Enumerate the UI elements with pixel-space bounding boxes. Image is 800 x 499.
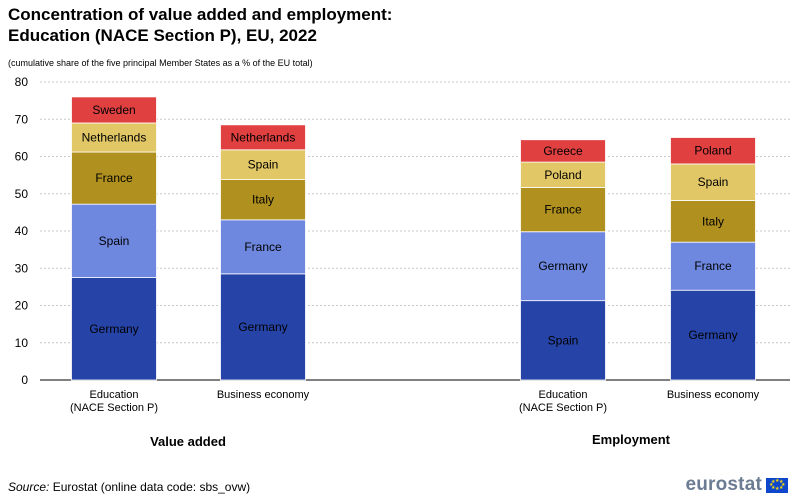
y-tick-label: 30 [15,261,29,275]
x-tick-label: Business economy [667,389,760,401]
bar-segment-spain [71,203,157,278]
y-tick-label: 70 [15,112,29,126]
bar-segment-germany [520,231,606,302]
bar-segment-label: Poland [544,168,581,182]
bar-segment-france [670,241,756,291]
eurostat-logo-text: eurostat [685,474,762,495]
bar-segment-label: Spain [548,333,579,347]
bar-segment-france [71,151,157,205]
bar-segment-spain [670,163,756,201]
bar-segment-label: Sweden [92,103,135,117]
bar-segment-label: Germany [238,320,287,334]
chart-title-line-2: Education (NACE Section P), EU, 2022 [8,26,317,45]
eu-flag-icon: ★ ★ ★ ★ ★ ★ ★ ★ [766,477,788,493]
x-tick-label: Business economy [217,389,310,401]
bar-segment-spain [520,300,606,381]
y-tick-label: 60 [15,150,29,164]
x-tick-label: Education [90,389,139,401]
bar-segment-poland [670,137,756,165]
bar-segment-label: Netherlands [82,131,147,145]
bar-segment-spain [220,149,306,180]
stacked-bar-chart: 0 10 20 30 40 50 60 70 80 Germany Spain France Nethe… [15,75,790,414]
y-tick-label: 0 [21,373,28,387]
y-tick-label: 50 [15,187,29,201]
x-tick-label: (NACE Section P) [519,402,607,414]
bar-segment-germany [670,289,756,381]
bar-segment-france [520,187,606,233]
bar-segment-label: France [694,259,732,273]
source-text: Eurostat (online data code: sbs_ovw) [49,480,251,494]
y-tick-label: 20 [15,299,29,313]
bar-segment-label: France [244,240,282,254]
bar-segment-germany [220,273,306,381]
group-label-value-added: Value added [150,434,226,449]
bar-segment-label: Poland [694,144,731,158]
bar-segment-sweden [71,96,157,124]
source-note: Source: Eurostat (online data code: sbs_… [8,480,250,494]
bar-segment-label: France [544,203,582,217]
y-tick-label: 10 [15,336,29,350]
bar-segment-label: Spain [248,158,279,172]
bar-segment-label: Italy [702,214,724,228]
bar-segment-label: Spain [99,234,130,248]
bar-segment-netherlands [220,124,306,151]
bar-segment-label: France [95,171,133,185]
source-label: Source: [8,480,50,494]
chart-title-line-1: Concentration of value added and employm… [8,5,393,24]
bar-segment-netherlands [71,122,157,153]
bar-segment-italy [220,179,306,221]
chart-subtitle: (cumulative share of the five principal … [8,58,313,68]
chart-title: Concentration of value added and employm… [8,4,392,46]
y-tick-label: 40 [15,224,29,238]
y-tick-label: 80 [15,75,29,89]
bar-segment-label: Italy [252,193,274,207]
bar-segment-label: Greece [543,144,583,158]
bar-segment-italy [670,200,756,243]
bar-segment-france [220,219,306,275]
bar-segment-label: Netherlands [231,130,296,144]
bar-segment-greece [520,139,606,163]
eurostat-logo: eurostat ★ ★ ★ ★ ★ ★ ★ ★ [685,474,788,496]
x-tick-label: (NACE Section P) [70,402,158,414]
bar-segment-label: Germany [538,259,587,273]
bar-segment-label: Spain [698,175,729,189]
bar-segment-label: Germany [688,328,737,342]
bar-segment-label: Germany [89,322,138,336]
group-label-employment: Employment [591,432,670,447]
x-tick-label: Education [539,389,588,401]
